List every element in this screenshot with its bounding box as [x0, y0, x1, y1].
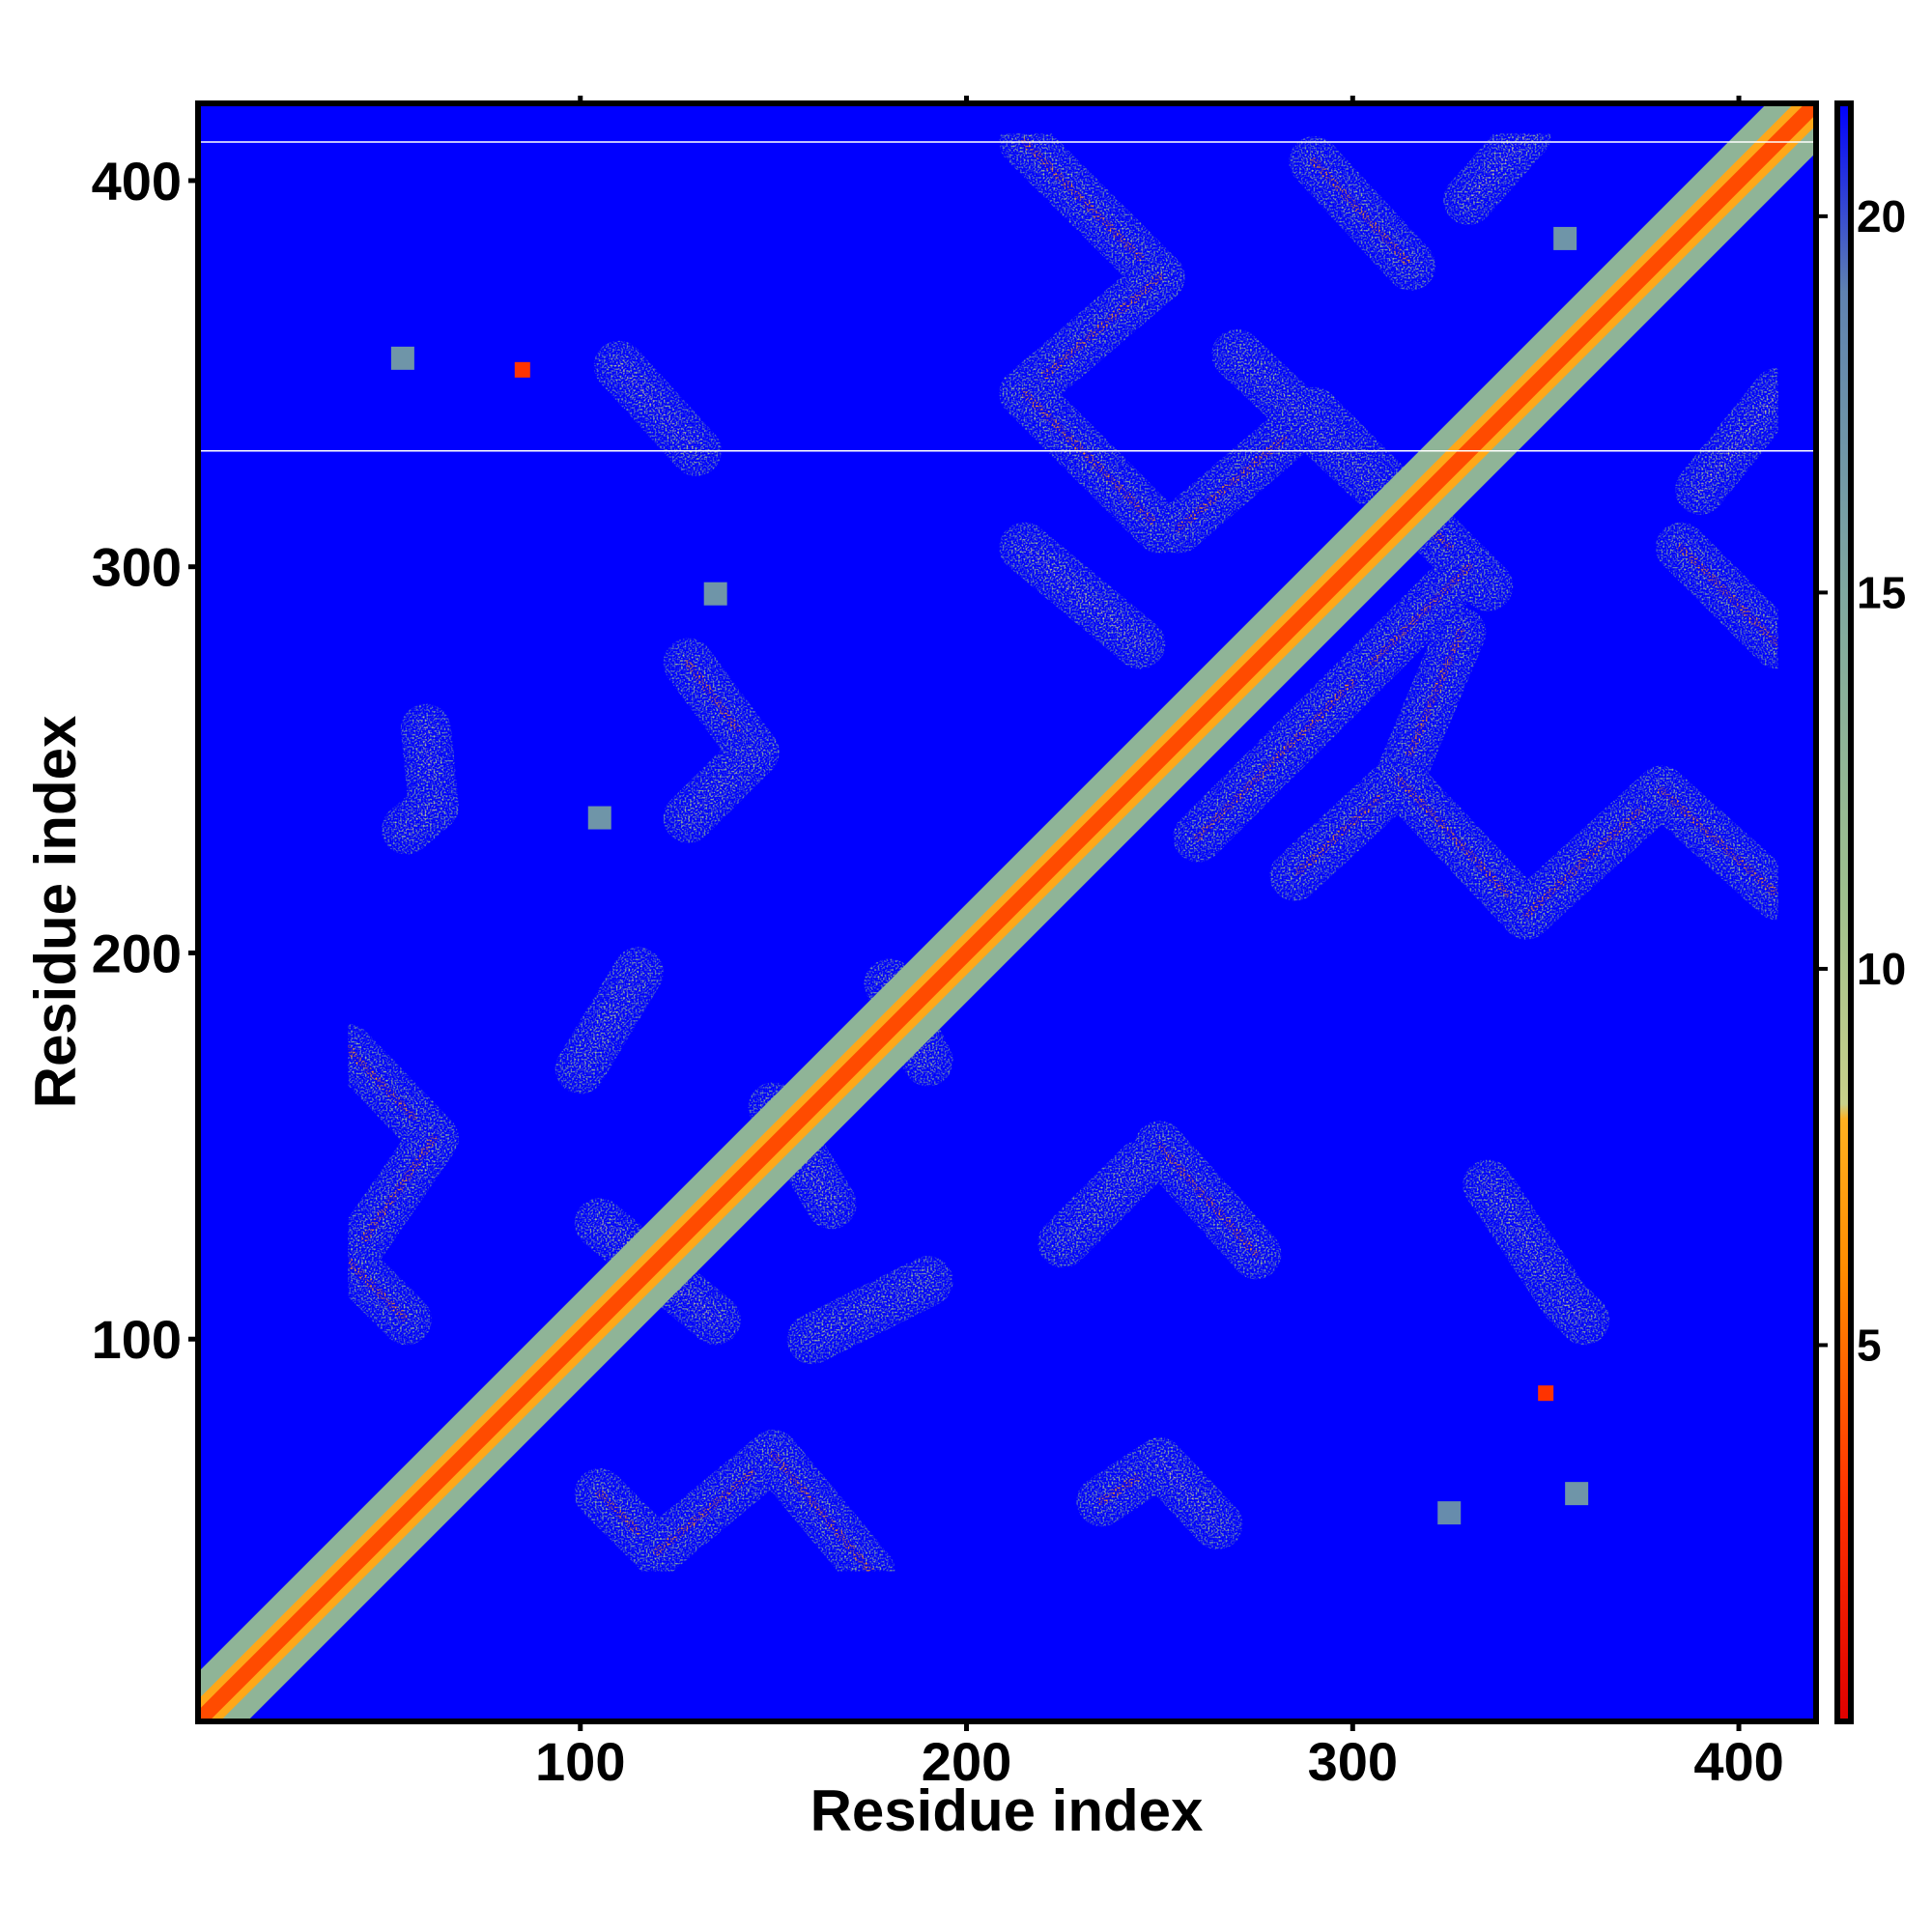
- x-tick-label: 400: [1693, 1731, 1783, 1792]
- contact-band: [999, 367, 1185, 554]
- y-tick-label: 400: [92, 151, 182, 212]
- contact-band: [1374, 753, 1552, 940]
- x-tick-label: 100: [535, 1731, 625, 1792]
- contact-band: [1327, 541, 1494, 708]
- y-tick-label: 200: [92, 923, 182, 983]
- contact-point: [1565, 1482, 1589, 1506]
- contact-band: [593, 340, 722, 476]
- contact-band: [1675, 367, 1804, 515]
- horizontal-gap-lines: [198, 141, 1816, 452]
- contact-bands: [323, 108, 1804, 1597]
- contact-point: [390, 346, 414, 370]
- plot-area: [195, 100, 1819, 1724]
- colorbar-tick-label: 10: [1857, 944, 1906, 994]
- isolated-contacts: [390, 226, 1589, 1525]
- colorbar-ticks: 5 10 15 20: [1816, 191, 1906, 1370]
- contact-band: [999, 522, 1166, 669]
- contact-band: [1656, 522, 1804, 669]
- contact-band: [1540, 1275, 1610, 1346]
- contact-band: [1443, 108, 1552, 225]
- x-axis: 100 200 300 400: [535, 96, 1784, 1792]
- y-tick-label: 100: [92, 1309, 182, 1370]
- contact-point: [587, 806, 611, 830]
- contact-band: [632, 1430, 799, 1577]
- contact-band: [999, 116, 1185, 302]
- colorbar-tick-label: 20: [1857, 191, 1906, 242]
- contact-point: [1437, 1501, 1462, 1525]
- contact-band: [554, 947, 664, 1094]
- x-tick-label: 200: [922, 1731, 1011, 1792]
- plot-frame: [195, 100, 1819, 1724]
- contact-band: [663, 726, 780, 843]
- colorbar-gradient: [1834, 100, 1854, 1724]
- x-tick-label: 300: [1308, 1731, 1398, 1792]
- contact-band: [1173, 657, 1378, 863]
- contact-band: [1374, 607, 1487, 805]
- contact-point: [1538, 1385, 1554, 1402]
- contact-band: [1289, 135, 1436, 291]
- contact-point: [1553, 226, 1577, 250]
- diagonal-band: [198, 103, 1816, 1721]
- contact-band: [1636, 765, 1804, 921]
- contact-band: [1037, 1140, 1166, 1268]
- contact-band: [1501, 765, 1688, 940]
- colorbar-tick-label: 5: [1857, 1320, 1882, 1370]
- contact-band: [381, 781, 459, 855]
- contact-point: [703, 582, 727, 606]
- contact-band: [999, 251, 1185, 418]
- y-tick-label: 300: [92, 537, 182, 598]
- contact-band: [786, 1256, 953, 1365]
- contact-band: [323, 1236, 432, 1346]
- y-axis: 100 200 300 400: [92, 151, 198, 1370]
- x-axis-title: Residue index: [810, 1778, 1204, 1843]
- contact-point: [514, 361, 530, 378]
- contact-band: [1134, 1437, 1243, 1550]
- y-axis-title: Residue index: [23, 716, 88, 1109]
- colorbar-tick-label: 15: [1857, 567, 1906, 617]
- contact-band: [1134, 1121, 1282, 1280]
- colorbar: 5 10 15 20: [1816, 100, 1906, 1724]
- contact-band: [748, 1430, 895, 1597]
- contact-band: [1211, 328, 1398, 507]
- diagonal-core: [198, 103, 1816, 1721]
